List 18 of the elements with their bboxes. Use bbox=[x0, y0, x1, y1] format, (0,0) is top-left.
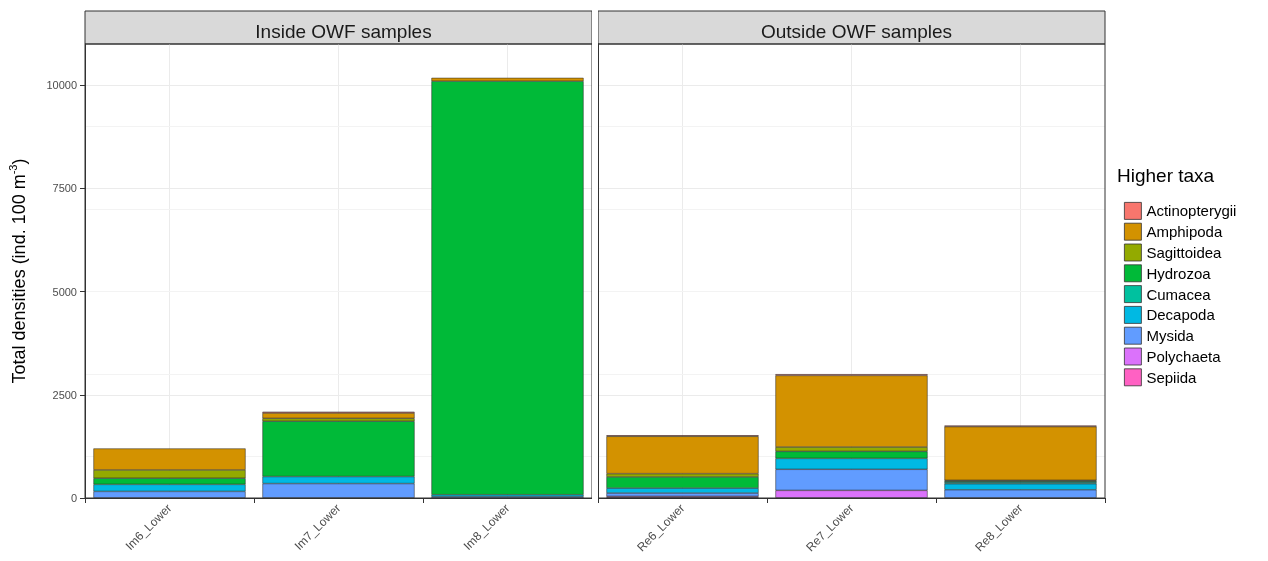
legend-label: Sepiida bbox=[1146, 368, 1198, 386]
y-tick-label: 10000 bbox=[46, 79, 77, 92]
legend-label: Sagittoidea bbox=[1146, 244, 1223, 261]
legend-label: Amphipoda bbox=[1146, 223, 1223, 241]
legend-label: Hydrozoa bbox=[1146, 264, 1212, 282]
legend-label: Decapoda bbox=[1146, 306, 1216, 324]
legend-title: Higher taxa bbox=[1117, 165, 1215, 186]
chart-title: Inside OWF samples bbox=[255, 21, 432, 42]
y-tick-label: 0 bbox=[70, 492, 77, 504]
legend-label: Polychaeta bbox=[1146, 348, 1222, 365]
legend-label: Cumacea bbox=[1146, 285, 1212, 303]
y-tick-label: 2500 bbox=[52, 388, 77, 401]
y-tick-label: 5000 bbox=[52, 285, 77, 298]
y-tick-label: 7500 bbox=[52, 182, 77, 195]
y-axis-title: Total densities (ind. 100 m-3) bbox=[6, 158, 29, 384]
legend-label: Actinopterygii bbox=[1146, 202, 1237, 220]
chart-title: Outside OWF samples bbox=[760, 21, 953, 42]
legend-label: Mysida bbox=[1146, 327, 1195, 345]
